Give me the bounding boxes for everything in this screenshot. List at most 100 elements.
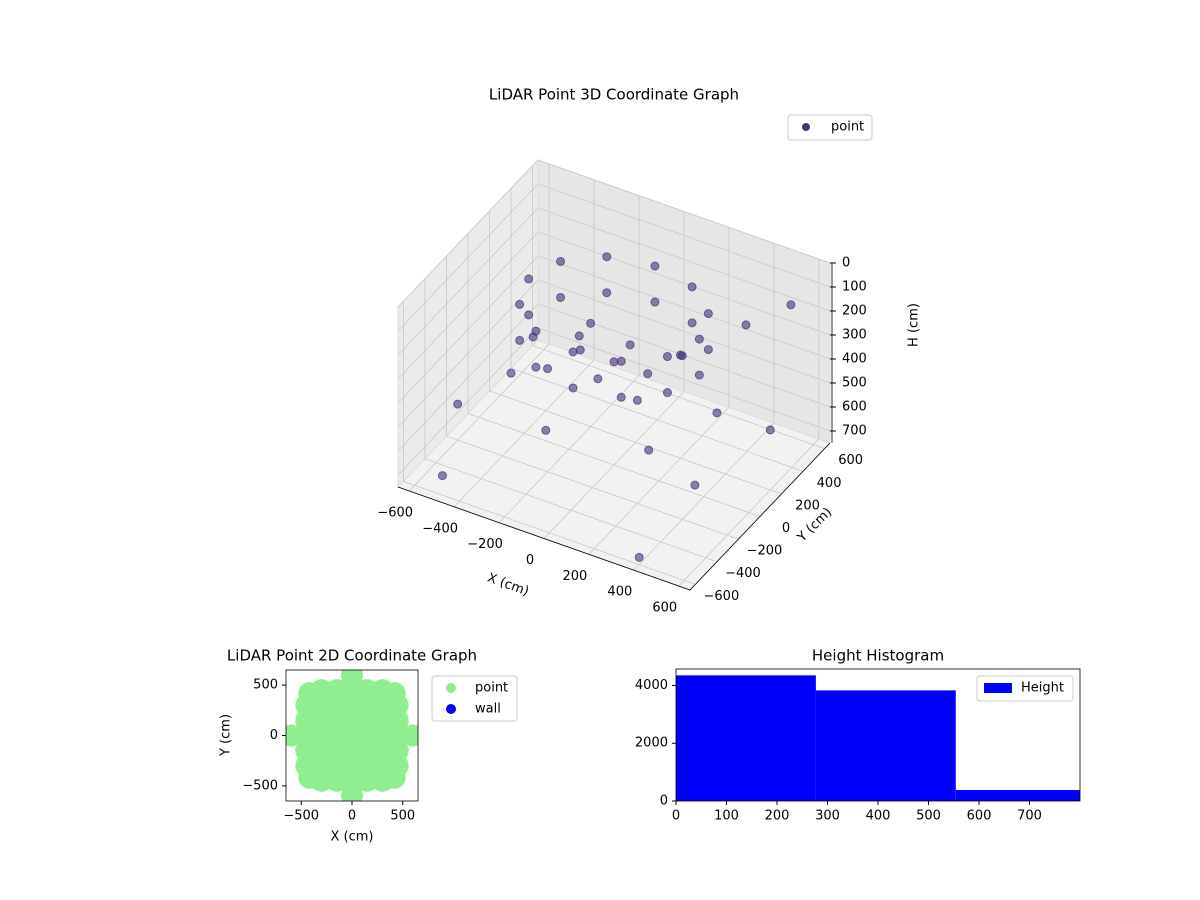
legend-label: point: [831, 120, 864, 135]
point: [401, 724, 418, 747]
point: [356, 769, 379, 792]
x-tick-label: −500: [283, 809, 319, 824]
point: [644, 445, 654, 455]
point: [371, 709, 394, 732]
point: [574, 331, 584, 341]
legend-marker: [446, 683, 456, 693]
point: [295, 739, 318, 762]
point: [286, 724, 303, 747]
x-tick-label: 200: [563, 569, 588, 584]
x-tick-label: 100: [714, 809, 739, 824]
point: [295, 709, 318, 732]
x-tick-label: −200: [467, 537, 503, 552]
x-tick-label: −400: [422, 521, 458, 536]
grid-line: [397, 327, 539, 476]
y-tick-label: 500: [253, 678, 278, 693]
legend-box: [787, 114, 873, 141]
point: [356, 739, 379, 762]
point: [515, 335, 525, 345]
point: [341, 694, 363, 717]
z-tick-label: 200: [842, 304, 867, 319]
y-tick-label: −600: [704, 589, 740, 604]
x-tick-label: 600: [967, 809, 992, 824]
point: [786, 300, 796, 310]
grid-line: [537, 255, 831, 360]
x-tick-label: 0: [348, 809, 356, 824]
point: [310, 739, 333, 762]
point: [694, 334, 704, 344]
x-tick-label: 700: [1017, 809, 1042, 824]
legend-box: [431, 675, 518, 722]
grid-line: [397, 255, 539, 404]
grid-line: [537, 159, 831, 264]
point: [325, 694, 348, 717]
point: [650, 261, 660, 271]
point: [543, 364, 553, 374]
x-tick-label: 200: [765, 809, 790, 824]
x-tick-label: −600: [377, 505, 413, 520]
chart-title: LiDAR Point 2D Coordinate Graph: [227, 647, 477, 665]
point: [356, 724, 379, 747]
grid-line: [446, 435, 739, 540]
point: [506, 368, 516, 378]
point: [341, 769, 363, 792]
point: [703, 309, 713, 319]
point: [341, 679, 363, 702]
grid-line: [537, 231, 831, 336]
plot-area: [676, 675, 1080, 801]
point: [531, 362, 541, 372]
grid-line: [489, 390, 782, 495]
point: [568, 383, 578, 393]
point: [325, 724, 348, 747]
point: [356, 679, 379, 702]
grid-line: [532, 345, 825, 450]
chart-title: LiDAR Point 3D Coordinate Graph: [489, 86, 739, 104]
grid-line: [537, 279, 831, 384]
bar: [815, 690, 956, 801]
point: [386, 724, 409, 747]
point: [556, 256, 566, 266]
z-tick-label: 300: [842, 328, 867, 343]
grid-line: [397, 207, 539, 356]
legend-label: point: [475, 681, 508, 696]
grid-line: [397, 279, 539, 428]
point: [586, 318, 596, 328]
x-axis-label: X (cm): [331, 830, 374, 845]
grid-line: [537, 207, 831, 312]
point: [575, 345, 585, 355]
point: [341, 670, 363, 687]
point: [650, 297, 660, 307]
grid-line: [397, 159, 539, 308]
point: [703, 345, 713, 355]
legend-marker: [802, 123, 810, 131]
y-tick-label: 0: [660, 794, 668, 809]
point: [325, 679, 348, 702]
y-tick-label: 600: [838, 453, 863, 468]
point: [687, 318, 697, 328]
point: [593, 374, 603, 384]
point: [325, 769, 348, 792]
z-tick-label: 500: [842, 376, 867, 391]
grid-line: [467, 413, 761, 517]
bar: [676, 675, 816, 801]
point: [528, 332, 538, 342]
grid-line: [424, 458, 718, 563]
y-tick-label: 0: [270, 728, 278, 743]
point: [453, 399, 463, 409]
grid-line: [510, 367, 804, 472]
y-tick-label: 200: [795, 498, 820, 513]
x-tick-label: 400: [866, 809, 891, 824]
point: [341, 724, 363, 747]
point: [602, 252, 612, 262]
x-tick-label: 500: [390, 809, 415, 824]
point: [341, 709, 363, 732]
point: [298, 766, 321, 789]
x-tick-label: 500: [916, 809, 941, 824]
y-tick-label: 4000: [635, 678, 668, 693]
point: [524, 310, 534, 320]
point: [356, 754, 379, 777]
point: [371, 724, 394, 747]
point: [386, 739, 409, 762]
point: [616, 392, 626, 402]
legend-box: [976, 675, 1074, 702]
